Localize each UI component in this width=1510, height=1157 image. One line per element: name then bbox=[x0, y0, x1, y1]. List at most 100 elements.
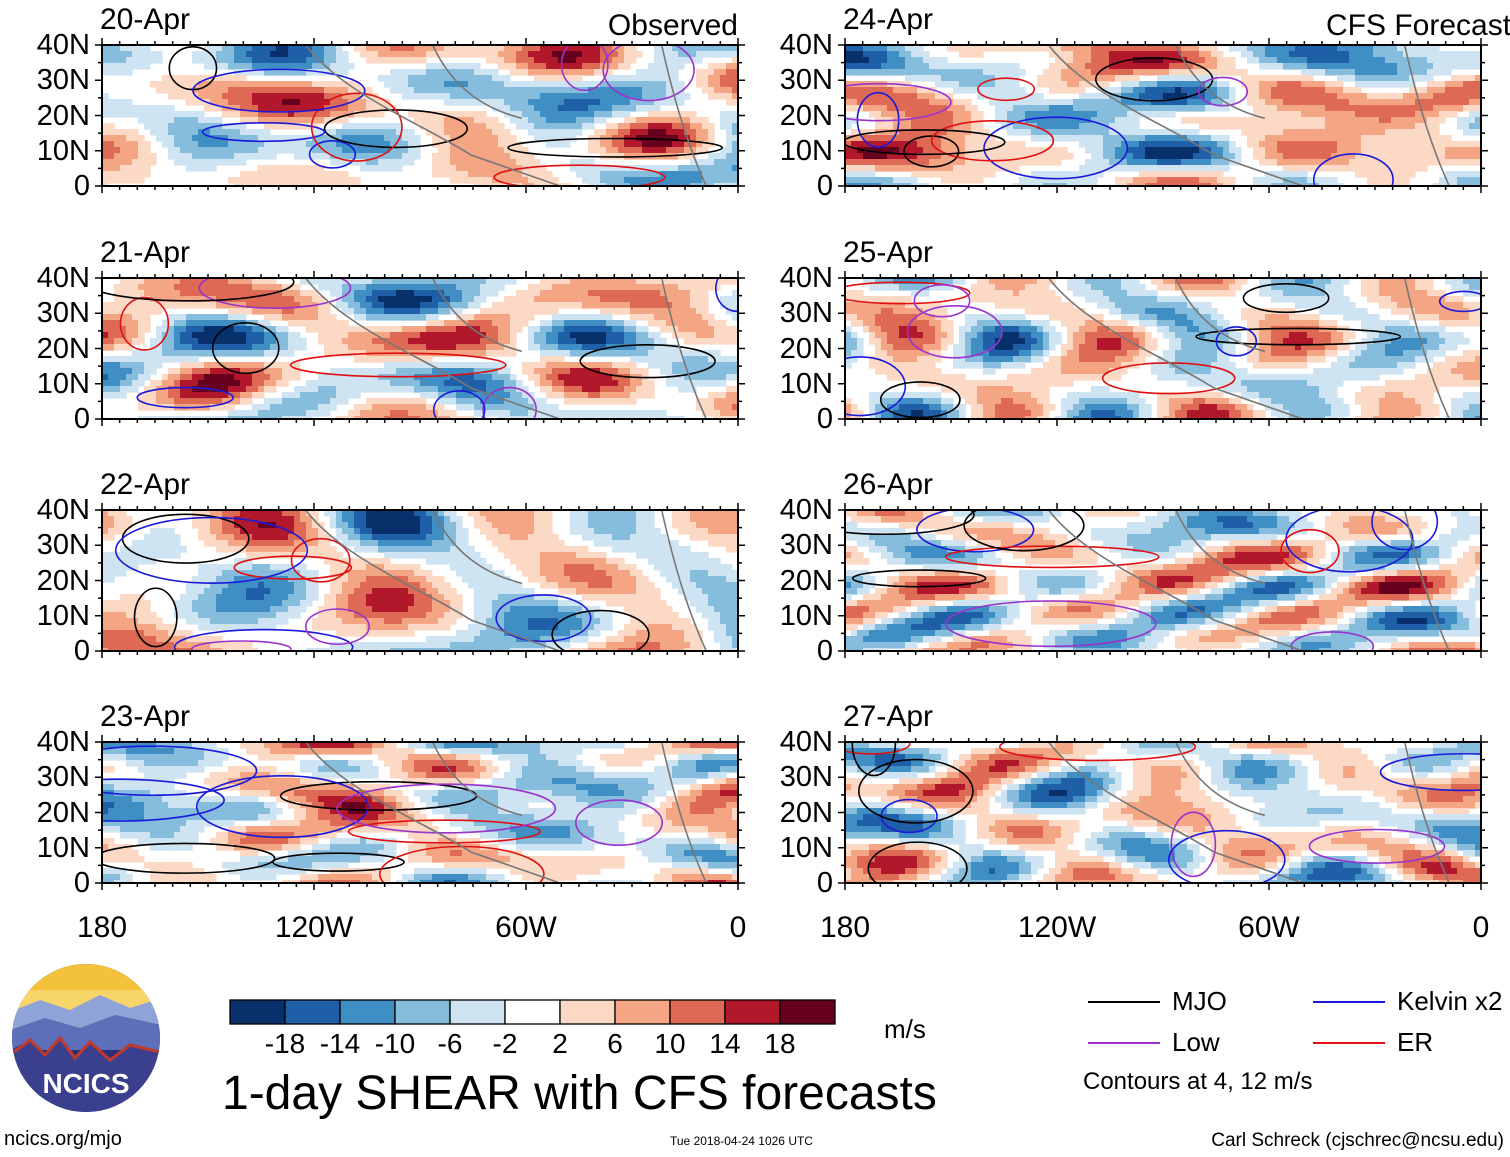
shear-cell bbox=[396, 129, 403, 136]
shear-cell bbox=[534, 338, 541, 345]
shear-cell bbox=[600, 416, 607, 419]
shear-cell bbox=[534, 362, 541, 369]
shear-cell bbox=[492, 350, 499, 357]
shear-cell bbox=[474, 410, 481, 417]
shear-cell bbox=[348, 368, 355, 375]
shear-cell bbox=[132, 165, 139, 172]
shear-cell bbox=[396, 332, 403, 339]
shear-cell bbox=[294, 141, 301, 148]
shear-cell bbox=[120, 135, 127, 142]
shear-cell bbox=[414, 284, 421, 291]
shear-cell bbox=[198, 386, 205, 393]
shear-cell bbox=[336, 528, 343, 535]
shear-cell bbox=[234, 398, 241, 405]
shear-cell bbox=[420, 75, 427, 82]
shear-cell bbox=[372, 356, 379, 363]
shear-cell bbox=[234, 177, 241, 184]
shear-cell bbox=[420, 123, 427, 130]
shear-cell bbox=[732, 183, 738, 186]
shear-cell bbox=[192, 159, 199, 166]
shear-cell bbox=[672, 111, 679, 118]
shear-cell bbox=[642, 87, 649, 94]
shear-cell bbox=[726, 386, 733, 393]
shear-cell bbox=[240, 332, 247, 339]
shear-cell bbox=[618, 368, 625, 375]
shear-cell bbox=[366, 416, 373, 419]
shear-cell bbox=[348, 183, 355, 186]
shear-cell bbox=[186, 75, 193, 82]
shear-cell bbox=[642, 332, 649, 339]
shear-cell bbox=[456, 123, 463, 130]
shear-cell bbox=[630, 177, 637, 184]
shear-cell bbox=[114, 516, 121, 523]
shear-cell bbox=[306, 177, 313, 184]
shear-cell bbox=[606, 123, 613, 130]
shear-cell bbox=[486, 332, 493, 339]
shear-cell bbox=[228, 153, 235, 160]
shear-cell bbox=[348, 332, 355, 339]
shear-cell bbox=[264, 522, 271, 529]
shear-cell bbox=[480, 528, 487, 535]
shear-cell bbox=[534, 308, 541, 315]
shear-cell bbox=[540, 350, 547, 357]
shear-cell bbox=[564, 63, 571, 70]
shear-cell bbox=[438, 159, 445, 166]
shear-cell bbox=[522, 362, 529, 369]
shear-cell bbox=[456, 516, 463, 523]
shear-cell bbox=[240, 302, 247, 309]
shear-cell bbox=[324, 111, 331, 118]
shear-cell bbox=[246, 147, 253, 154]
shear-cell bbox=[672, 153, 679, 160]
shear-cell bbox=[516, 183, 523, 186]
shear-cell bbox=[372, 368, 379, 375]
shear-cell bbox=[426, 362, 433, 369]
shear-cell bbox=[486, 338, 493, 345]
shear-cell bbox=[468, 326, 475, 333]
shear-cell bbox=[672, 129, 679, 136]
shear-cell bbox=[360, 284, 367, 291]
shear-cell bbox=[450, 410, 457, 417]
shear-cell bbox=[552, 368, 559, 375]
shear-cell bbox=[618, 416, 625, 419]
shear-cell bbox=[660, 308, 667, 315]
shear-cell bbox=[342, 522, 349, 529]
shear-cell bbox=[618, 332, 625, 339]
shear-cell bbox=[258, 362, 265, 369]
shear-cell bbox=[246, 105, 253, 112]
shear-cell bbox=[660, 141, 667, 148]
shear-cell bbox=[540, 75, 547, 82]
shear-cell bbox=[648, 356, 655, 363]
shear-cell bbox=[558, 290, 565, 297]
shear-cell bbox=[528, 93, 535, 100]
shear-cell bbox=[720, 147, 727, 154]
shear-cell bbox=[624, 302, 631, 309]
shear-cell bbox=[270, 338, 277, 345]
shear-cell bbox=[570, 123, 577, 130]
shear-cell bbox=[210, 528, 217, 535]
shear-cell bbox=[450, 398, 457, 405]
shear-cell bbox=[528, 392, 535, 399]
shear-cell bbox=[282, 81, 289, 88]
shear-cell bbox=[648, 516, 655, 523]
shear-cell bbox=[456, 534, 463, 541]
shear-cell bbox=[636, 380, 643, 387]
shear-cell bbox=[462, 75, 469, 82]
shear-cell bbox=[468, 332, 475, 339]
shear-cell bbox=[594, 93, 601, 100]
shear-cell bbox=[564, 552, 571, 559]
shear-cell bbox=[198, 522, 205, 529]
shear-cell bbox=[120, 528, 127, 535]
shear-cell bbox=[186, 165, 193, 172]
shear-cell bbox=[366, 540, 373, 547]
contour-line bbox=[198, 278, 352, 309]
shear-cell bbox=[486, 314, 493, 321]
shear-cell bbox=[360, 386, 367, 393]
shear-cell bbox=[354, 123, 361, 130]
shear-cell bbox=[552, 69, 559, 76]
shear-cell bbox=[684, 45, 691, 52]
shear-cell bbox=[120, 368, 127, 375]
shear-cell bbox=[678, 278, 685, 285]
shear-cell bbox=[720, 165, 727, 172]
shear-cell bbox=[276, 338, 283, 345]
shear-cell bbox=[402, 135, 409, 142]
